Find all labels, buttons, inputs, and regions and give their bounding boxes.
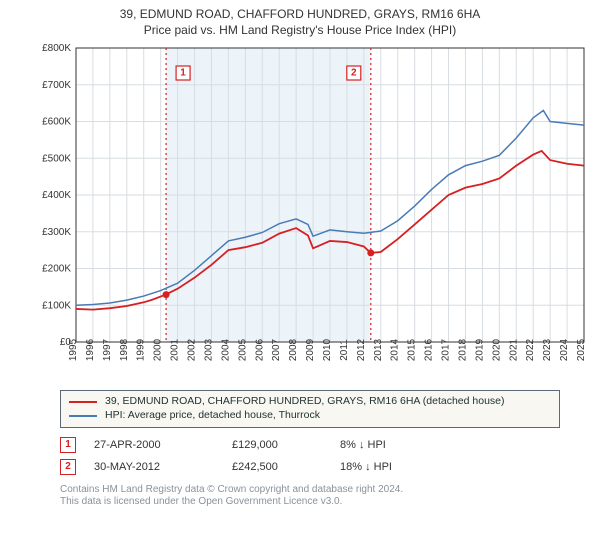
legend-row: 39, EDMUND ROAD, CHAFFORD HUNDRED, GRAYS… [69,395,551,409]
plot-area: £0£100K£200K£300K£400K£500K£600K£700K£80… [30,42,590,382]
y-tick-label: £200K [42,264,71,275]
legend-label: HPI: Average price, detached house, Thur… [105,409,320,423]
title-line-2: Price paid vs. HM Land Registry's House … [10,22,590,38]
y-tick-label: £500K [42,154,71,165]
sale-row: 1 27-APR-2000 £129,000 8% ↓ HPI [60,434,590,456]
legend-swatch [69,401,97,403]
y-tick-label: £600K [42,117,71,128]
legend: 39, EDMUND ROAD, CHAFFORD HUNDRED, GRAYS… [60,390,560,427]
y-tick-label: £700K [42,80,71,91]
legend-swatch [69,415,97,417]
sale-dot [163,291,170,298]
legend-row: HPI: Average price, detached house, Thur… [69,409,551,423]
sale-marker-icon: 2 [60,459,76,475]
chart-titles: 39, EDMUND ROAD, CHAFFORD HUNDRED, GRAYS… [10,6,590,38]
sales-table: 1 27-APR-2000 £129,000 8% ↓ HPI 2 30-MAY-2012… [60,434,590,478]
footer-line-2: This data is licensed under the Open Gov… [60,496,560,509]
title-line-1: 39, EDMUND ROAD, CHAFFORD HUNDRED, GRAYS… [10,6,590,22]
sale-dot [367,250,374,257]
y-tick-label: £100K [42,301,71,312]
sale-marker-num: 2 [351,68,357,79]
chart-container: 39, EDMUND ROAD, CHAFFORD HUNDRED, GRAYS… [0,0,600,560]
sale-hpi: 18% ↓ HPI [340,461,440,473]
y-tick-label: £400K [42,190,71,201]
sale-date: 30-MAY-2012 [94,461,214,473]
sale-hpi: 8% ↓ HPI [340,439,440,451]
plot-svg: £0£100K£200K£300K£400K£500K£600K£700K£80… [30,42,590,382]
sale-price: £242,500 [232,461,322,473]
footer-line-1: Contains HM Land Registry data © Crown c… [60,484,560,497]
sale-date: 27-APR-2000 [94,439,214,451]
sale-marker-icon: 1 [60,437,76,453]
sale-row: 2 30-MAY-2012 £242,500 18% ↓ HPI [60,456,590,478]
y-tick-label: £300K [42,227,71,238]
legend-label: 39, EDMUND ROAD, CHAFFORD HUNDRED, GRAYS… [105,395,505,409]
footer: Contains HM Land Registry data © Crown c… [60,484,560,509]
y-tick-label: £800K [42,43,71,54]
sale-price: £129,000 [232,439,322,451]
sale-marker-num: 1 [180,68,186,79]
